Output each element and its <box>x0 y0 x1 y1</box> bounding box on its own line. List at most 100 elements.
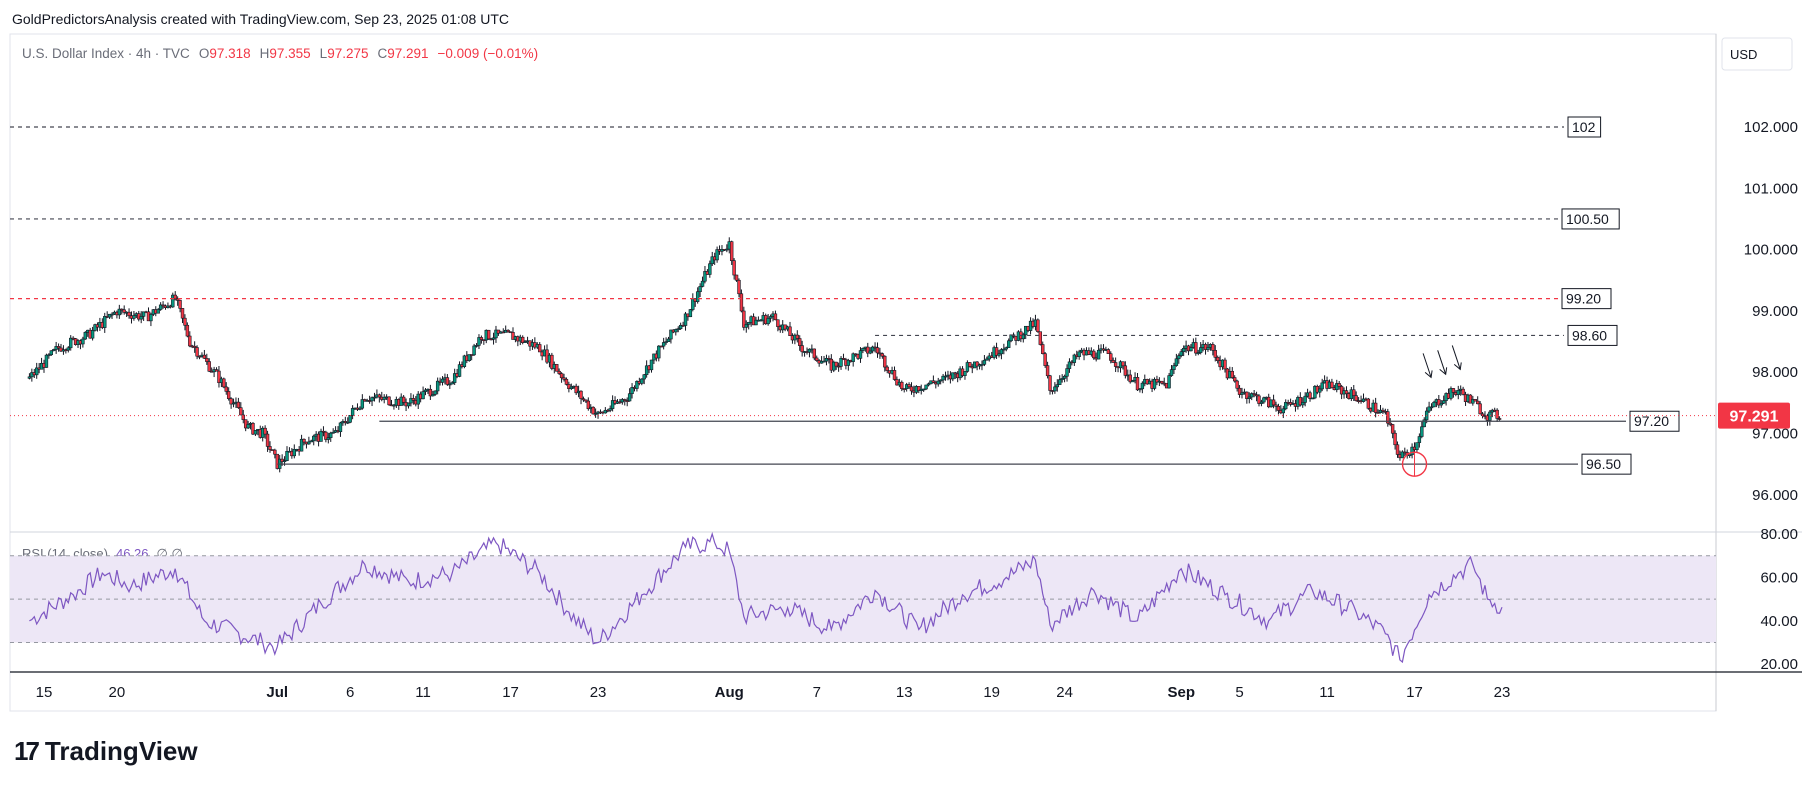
candle-body <box>435 380 440 392</box>
candle-body <box>173 294 177 300</box>
currency-box[interactable] <box>1721 37 1793 71</box>
annotation-arrow <box>1451 345 1461 370</box>
candle-body <box>161 304 165 307</box>
candle-body <box>93 324 97 331</box>
time-tick-label: Jul <box>266 684 288 701</box>
time-tick-label: 11 <box>415 684 431 701</box>
candle-body <box>431 394 435 397</box>
time-tick-label: 23 <box>590 684 607 701</box>
candle-body <box>1223 359 1227 370</box>
candle-body <box>236 401 241 408</box>
candle-body <box>1106 349 1111 354</box>
level-label: 98.60 <box>1572 327 1607 343</box>
candle-body <box>307 441 311 445</box>
candle-body <box>729 241 734 261</box>
time-tick-label: 6 <box>346 684 354 701</box>
candle-body <box>243 419 248 429</box>
candle-body <box>807 348 812 353</box>
candle-body <box>1172 365 1176 370</box>
candle-body <box>52 349 56 352</box>
candle-body <box>494 329 498 339</box>
candle-body <box>1257 395 1261 404</box>
candle-body <box>1274 404 1278 407</box>
candle-body <box>292 449 296 457</box>
candle-body <box>1036 319 1040 333</box>
candle-body <box>477 337 481 346</box>
candle-body <box>608 408 612 411</box>
candle-body <box>999 349 1004 355</box>
candle-body <box>521 336 525 343</box>
candle-body <box>739 293 744 312</box>
candle-body <box>591 406 595 415</box>
candle-body <box>1041 344 1045 354</box>
candle-body <box>329 432 333 438</box>
level-label: 96.50 <box>1586 456 1621 472</box>
candle-body <box>1476 400 1480 405</box>
candle-body <box>623 399 627 401</box>
candle-body <box>1366 398 1371 409</box>
annotation-arrow <box>1437 350 1447 375</box>
rsi-pane: 80.00 60.00 40.00 20.00 <box>10 526 1798 673</box>
time-tick-label: 7 <box>813 684 821 701</box>
candle-body <box>584 399 588 402</box>
candle-body <box>773 313 778 321</box>
candle-body <box>1373 402 1378 413</box>
candle-body <box>156 309 160 314</box>
rsi-tick-label: 80.00 <box>1760 526 1798 543</box>
candle-body <box>401 396 406 403</box>
candle-body <box>285 451 289 461</box>
candle-body <box>1432 401 1436 408</box>
candle-body <box>710 256 714 265</box>
candle-body <box>506 329 510 333</box>
candle-body <box>994 347 999 356</box>
candle-body <box>975 361 979 367</box>
candle-body <box>664 341 668 343</box>
candle-body <box>1254 394 1259 397</box>
candle-body <box>1060 378 1064 380</box>
candle-body <box>1337 383 1341 387</box>
rsi-tick-label: 60.00 <box>1760 569 1798 586</box>
candle-body <box>127 311 131 317</box>
candle-body <box>56 346 61 349</box>
candle-body <box>462 355 467 367</box>
candle-body <box>69 337 73 349</box>
candle-body <box>49 350 53 356</box>
candle-body <box>538 344 542 353</box>
candle-body <box>1213 350 1217 358</box>
candle-body <box>926 383 931 386</box>
candle-body <box>1420 426 1424 437</box>
candle-body <box>1196 352 1200 354</box>
candle-body <box>1130 380 1135 383</box>
time-tick-label: 11 <box>1319 684 1335 701</box>
candle-body <box>776 319 780 327</box>
candle-body <box>406 402 411 407</box>
candle-body <box>321 430 326 433</box>
candle-body <box>226 391 231 399</box>
candle-body <box>1021 334 1025 340</box>
candle-body <box>282 460 287 463</box>
candle-body <box>222 378 226 388</box>
candle-body <box>759 319 763 322</box>
candle-body <box>217 370 221 384</box>
candle-body <box>268 446 272 450</box>
candle-body <box>921 388 926 391</box>
candle-body <box>1415 442 1419 450</box>
candle-body <box>265 433 270 447</box>
candle-body <box>81 338 85 345</box>
candle-body <box>445 377 450 385</box>
candle-body <box>1123 365 1128 376</box>
candle-body <box>433 390 437 395</box>
level-label-box <box>1561 288 1612 310</box>
candle-body <box>635 381 639 389</box>
candle-body <box>734 274 739 281</box>
candle-body <box>839 358 843 367</box>
candle-body <box>676 328 680 331</box>
rsi-tick-label: 20.00 <box>1760 656 1798 673</box>
candle-body <box>1096 349 1101 360</box>
candle-body <box>586 400 591 410</box>
candle-body <box>1140 382 1145 390</box>
candle-body <box>1390 424 1395 434</box>
candle-body <box>815 357 819 361</box>
candle-body <box>1045 365 1050 377</box>
